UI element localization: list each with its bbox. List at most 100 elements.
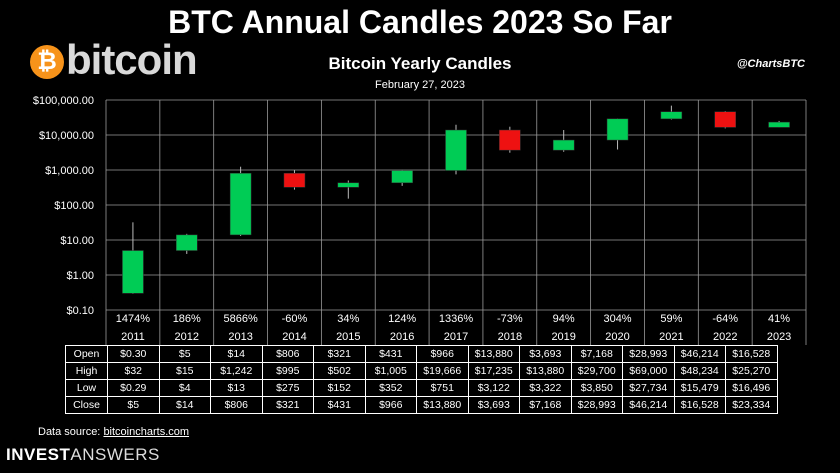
table-cell: $352: [364, 379, 417, 397]
table-cell: $995: [261, 362, 314, 380]
data-source-link[interactable]: bitcoincharts.com: [103, 426, 190, 438]
data-source-label: Data source:: [38, 426, 101, 438]
table-cell: $4: [158, 379, 211, 397]
y-tick-label: $10.00: [60, 235, 94, 247]
table-cell: $13,880: [416, 396, 469, 414]
change-label: 186%: [173, 313, 201, 325]
author-handle: @ChartsBTC: [736, 58, 805, 70]
table-cell: $1,005: [364, 362, 417, 380]
change-label: 1474%: [116, 313, 150, 325]
y-tick-label: $10,000.00: [39, 130, 94, 142]
candle-body: [391, 170, 413, 184]
candlestick-chart: $100,000.00 $10,000.00 $1,000.00 $100.00 $10…: [33, 95, 807, 345]
candle-body: [660, 111, 683, 120]
table-cell: $431: [313, 396, 366, 414]
table-cell: $17,235: [467, 362, 520, 380]
candle-body: [445, 129, 467, 171]
brand-rest: ANSWERS: [70, 445, 160, 464]
table-cell: $1,242: [210, 362, 263, 380]
table-cell: $16,528: [725, 345, 778, 363]
table-cell: $16,496: [725, 379, 778, 397]
year-label: 2013: [228, 331, 252, 343]
table-cell: $3,122: [467, 379, 520, 397]
table-cell: $275: [261, 379, 314, 397]
chart-title: Bitcoin Yearly Candles: [328, 54, 512, 73]
candle-body: [768, 121, 790, 128]
year-label: 2012: [175, 331, 199, 343]
change-label: 1336%: [439, 313, 473, 325]
table-cell: $7,168: [570, 345, 623, 363]
year-label: 2017: [444, 331, 468, 343]
candle-body: [714, 111, 736, 128]
year-label: 2019: [551, 331, 575, 343]
table-cell: $3,693: [467, 396, 520, 414]
y-tick-label: $100.00: [54, 200, 94, 212]
change-label: -60%: [282, 313, 308, 325]
year-label: 2022: [713, 331, 737, 343]
table-row: Close $5 $14 $806 $321 $431 $966 $13,880 $3,693 $…: [65, 396, 778, 414]
brand-bold: INVEST: [6, 445, 71, 464]
row-label: Open: [65, 345, 108, 363]
candle-body: [499, 129, 521, 151]
bitcoin-icon: ₿: [30, 45, 64, 79]
y-tick-label: $1,000.00: [45, 165, 94, 177]
candle-body: [606, 118, 629, 141]
change-label: 59%: [660, 313, 682, 325]
table-cell: $0.30: [107, 345, 160, 363]
table-cell: $32: [107, 362, 160, 380]
table-cell: $431: [364, 345, 417, 363]
table-cell: $321: [261, 396, 314, 414]
year-label: 2020: [605, 331, 629, 343]
table-cell: $152: [313, 379, 366, 397]
table-row: Open $0.30 $5 $14 $806 $321 $431 $966 $13,880 $3,…: [65, 345, 778, 363]
y-tick-label: $1.00: [66, 270, 94, 282]
candle-body: [283, 173, 306, 188]
table-cell: $5: [158, 345, 211, 363]
table-cell: $966: [416, 345, 469, 363]
table-cell: $48,234: [673, 362, 726, 380]
table-cell: $5: [107, 396, 160, 414]
table-cell: $806: [210, 396, 263, 414]
change-label: 94%: [553, 313, 575, 325]
table-cell: $502: [313, 362, 366, 380]
table-cell: $69,000: [622, 362, 675, 380]
table-cell: $0.29: [107, 379, 160, 397]
table-cell: $28,993: [622, 345, 675, 363]
candle-body: [122, 250, 144, 294]
table-cell: $19,666: [416, 362, 469, 380]
table-row: Low $0.29 $4 $13 $275 $152 $352 $751 $3,122 $3,32…: [65, 379, 778, 397]
row-label: Close: [65, 396, 108, 414]
table-row: High $32 $15 $1,242 $995 $502 $1,005 $19,666 $17…: [65, 362, 778, 380]
table-cell: $3,322: [519, 379, 572, 397]
change-label: -64%: [712, 313, 738, 325]
table-cell: $13: [210, 379, 263, 397]
year-label: 2018: [498, 331, 522, 343]
year-label: 2014: [282, 331, 306, 343]
table-cell: $966: [364, 396, 417, 414]
table-cell: $806: [261, 345, 314, 363]
investanswers-logo: INVESTANSWERS: [6, 445, 160, 465]
row-label: Low: [65, 379, 108, 397]
table-cell: $23,334: [725, 396, 778, 414]
table-cell: $16,528: [673, 396, 726, 414]
table-cell: $28,993: [570, 396, 623, 414]
table-cell: $29,700: [570, 362, 623, 380]
table-cell: $13,880: [467, 345, 520, 363]
table-cell: $3,693: [519, 345, 572, 363]
change-label: 5866%: [223, 313, 257, 325]
table-cell: $751: [416, 379, 469, 397]
table-cell: $46,214: [622, 396, 675, 414]
change-label: 41%: [768, 313, 790, 325]
table-cell: $27,734: [622, 379, 675, 397]
year-label: 2011: [121, 331, 145, 343]
chart-subtitle: February 27, 2023: [375, 79, 465, 91]
candle-body: [229, 173, 252, 236]
table-cell: $321: [313, 345, 366, 363]
bitcoin-logo: ₿ bitcoin: [30, 36, 198, 84]
table-cell: $15,479: [673, 379, 726, 397]
table-cell: $7,168: [519, 396, 572, 414]
table-cell: $14: [210, 345, 263, 363]
candle-body: [552, 139, 575, 151]
year-label: 2015: [336, 331, 360, 343]
table-cell: $14: [158, 396, 211, 414]
